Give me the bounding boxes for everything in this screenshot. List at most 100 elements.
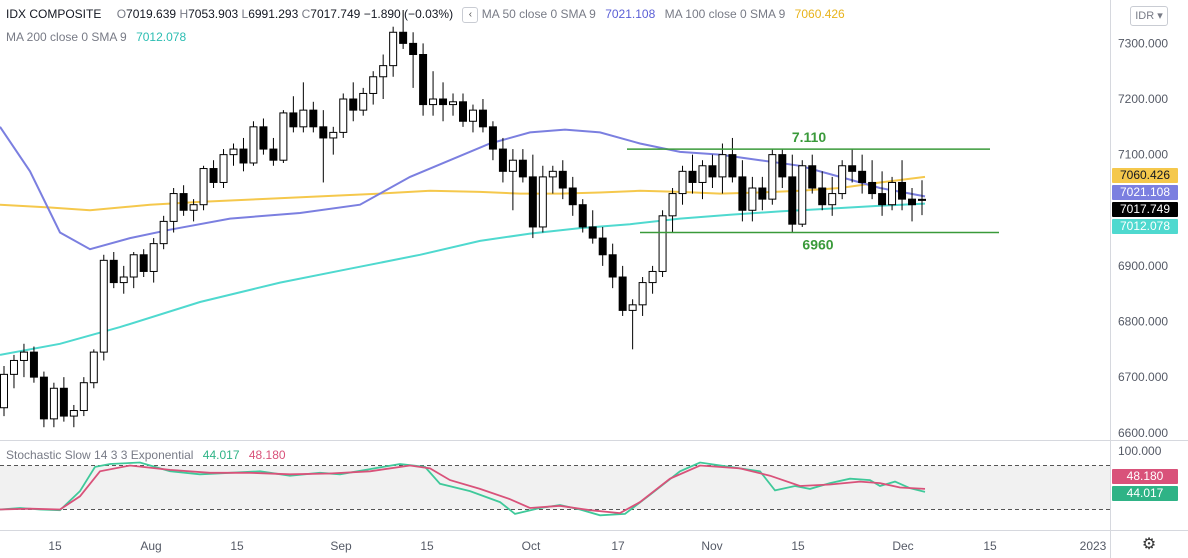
level-lines-layer: 7.110 6960	[627, 129, 999, 253]
candle	[99, 254, 108, 361]
candle	[888, 176, 897, 211]
candle-layer	[0, 10, 926, 428]
candle-body	[768, 154, 777, 200]
candle-body	[109, 259, 118, 284]
price-tick-label: 6800.000	[1118, 315, 1168, 329]
ma200-label: MA 200 close 0 SMA 9	[6, 30, 127, 44]
low-value: 6991.293	[248, 7, 299, 22]
candle-body	[69, 410, 78, 417]
candle-body	[478, 109, 487, 128]
candle	[399, 10, 408, 49]
candle	[9, 354, 18, 389]
candle	[459, 93, 467, 127]
candle-body	[339, 98, 348, 133]
candle-body	[409, 42, 418, 56]
ma200-line	[0, 202, 926, 356]
candle	[129, 251, 138, 289]
candle	[339, 93, 348, 138]
candle-body	[708, 165, 717, 178]
candle	[758, 176, 767, 211]
candle	[878, 171, 887, 216]
candle	[319, 110, 328, 183]
stochastic-layer	[0, 461, 926, 517]
candle-body	[319, 126, 328, 139]
candle-body	[229, 148, 238, 156]
candle-body	[99, 259, 108, 353]
stoch-tick-label: 100.000	[1118, 444, 1162, 458]
candle	[419, 43, 428, 116]
candle	[858, 154, 867, 194]
candle-body	[0, 373, 8, 409]
candle-body	[778, 154, 787, 178]
resistance-label: 7.110	[792, 129, 826, 145]
ma200-legend: MA 200 close 0 SMA 9 7012.078	[6, 30, 186, 44]
candle	[748, 176, 757, 222]
candle	[239, 137, 248, 172]
candle-body	[538, 176, 547, 228]
candle	[548, 165, 557, 194]
candle	[538, 165, 547, 233]
candle	[329, 126, 338, 155]
time-tick-label: Sep	[330, 539, 352, 553]
time-tick-label: Oct	[522, 539, 541, 553]
candle-body	[79, 382, 88, 412]
candle	[568, 176, 577, 216]
candle-body	[129, 254, 138, 278]
close-label: C	[301, 7, 311, 22]
candle-body	[828, 193, 837, 206]
candle-body	[209, 168, 218, 183]
time-tick-label: Dec	[892, 539, 913, 553]
candle	[708, 154, 717, 189]
candle	[69, 404, 78, 428]
candle-body	[89, 351, 98, 384]
candle-body	[179, 193, 188, 211]
candle-body	[578, 204, 587, 228]
candle-body	[219, 154, 228, 183]
candle	[788, 154, 797, 233]
candle-body	[439, 98, 448, 106]
candle	[498, 137, 507, 183]
stoch-d-tag: 48.180	[1112, 469, 1178, 484]
candle	[309, 101, 318, 133]
candle	[219, 149, 228, 189]
candle	[728, 137, 737, 183]
candle	[229, 143, 238, 166]
candle	[838, 160, 847, 200]
candle	[738, 160, 747, 222]
candle-body	[299, 109, 308, 128]
price-tick-label: 7300.000	[1118, 36, 1168, 50]
candle	[369, 71, 378, 105]
candle-body	[888, 181, 897, 206]
candle-body	[618, 276, 627, 311]
price-tick-label: 6600.000	[1118, 426, 1168, 440]
candle-body	[139, 254, 148, 272]
ma100-line	[0, 175, 926, 212]
stochastic-d-value: 48.180	[248, 448, 286, 462]
candle-body	[748, 187, 757, 211]
open-value: 7019.639	[126, 7, 177, 22]
stoch-band	[0, 465, 1110, 510]
ma50-line	[0, 126, 926, 251]
candle-body	[359, 92, 368, 111]
gear-icon[interactable]: ⚙	[1141, 536, 1157, 553]
candle-body	[468, 109, 477, 122]
stoch-k-tag: 44.017	[1112, 486, 1178, 501]
candle	[648, 265, 657, 294]
candle	[199, 165, 208, 211]
candle	[109, 251, 118, 289]
candle	[488, 121, 497, 161]
candle-body	[488, 126, 497, 150]
candle	[209, 160, 218, 189]
candle	[468, 104, 477, 133]
ma200-price-tag: 7012.078	[1112, 219, 1178, 234]
symbol-name: IDX COMPOSITE	[6, 7, 102, 22]
stochastic-legend: Stochastic Slow 14 3 3 Exponential 44.01…	[6, 448, 286, 462]
candle-body	[548, 170, 557, 178]
stoch-band-layer	[0, 464, 1110, 510]
collapse-legend-button[interactable]: ‹	[462, 7, 479, 23]
currency-select[interactable]: IDR ▾	[1130, 6, 1168, 26]
candle	[179, 185, 188, 216]
candle-body	[309, 109, 318, 128]
candle-body	[658, 215, 667, 272]
candle	[139, 249, 148, 278]
